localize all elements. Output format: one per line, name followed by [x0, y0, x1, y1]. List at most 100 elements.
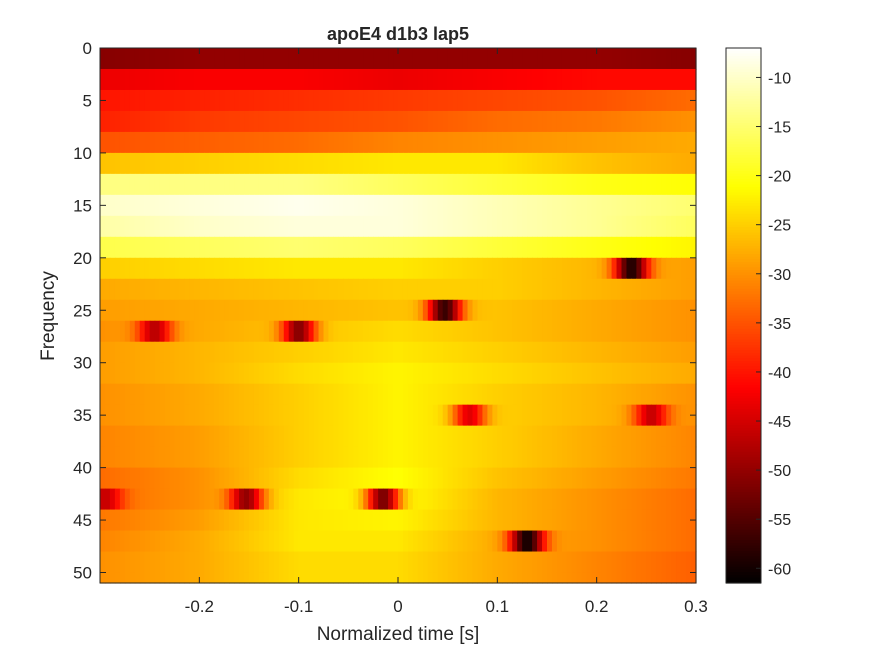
heatmap-cell	[412, 194, 419, 217]
heatmap-cell	[492, 299, 498, 322]
heatmap-cell	[204, 488, 210, 511]
heatmap-cell	[601, 404, 608, 427]
heatmap-cell	[571, 320, 578, 343]
colorbar-segment	[726, 291, 761, 295]
heatmap-cell	[676, 215, 682, 238]
heatmap-cell	[686, 215, 692, 238]
heatmap-cell	[646, 425, 652, 448]
heatmap-cell	[164, 425, 171, 448]
heatmap-cell	[551, 173, 558, 196]
heatmap-cell	[298, 257, 305, 280]
heatmap-cell	[234, 131, 240, 154]
heatmap-cell	[492, 383, 498, 406]
heatmap-cell	[631, 362, 637, 385]
heatmap-cell	[333, 530, 339, 553]
heatmap-cell	[676, 152, 682, 175]
heatmap-cell	[129, 152, 136, 175]
heatmap-cell	[154, 362, 161, 385]
heatmap-cell	[328, 509, 335, 532]
heatmap-cell	[551, 509, 558, 532]
heatmap-cell	[616, 530, 623, 553]
heatmap-cell	[184, 530, 190, 553]
heatmap-cell	[487, 236, 493, 259]
heatmap-cell	[601, 509, 608, 532]
heatmap-cell	[641, 68, 647, 91]
heatmap-cell	[313, 215, 320, 238]
heatmap-cell	[626, 257, 633, 280]
heatmap-cell	[129, 194, 136, 217]
heatmap-cell	[477, 152, 484, 175]
heatmap-cell	[691, 48, 697, 70]
heatmap-cell	[368, 215, 374, 238]
heatmap-cell	[333, 215, 339, 238]
heatmap-cell	[258, 551, 265, 574]
heatmap-cell	[467, 173, 474, 196]
heatmap-cell	[363, 215, 369, 238]
heatmap-cell	[472, 215, 479, 238]
heatmap-cell	[288, 383, 295, 406]
heatmap-cell	[561, 425, 568, 448]
heatmap-cell	[651, 530, 657, 553]
heatmap-cell	[129, 488, 136, 511]
heatmap-cell	[442, 509, 449, 532]
heatmap-cell	[293, 446, 300, 469]
heatmap-cell	[214, 446, 220, 469]
heatmap-cell	[333, 152, 339, 175]
heatmap-cell	[507, 48, 513, 70]
heatmap-cell	[189, 110, 195, 133]
heatmap-cell	[427, 383, 434, 406]
heatmap-cell	[457, 89, 464, 112]
heatmap-cell	[288, 257, 295, 280]
heatmap-cell	[348, 89, 354, 112]
colorbar-segment	[726, 88, 761, 92]
heatmap-cell	[268, 362, 275, 385]
heatmap-cell	[348, 425, 354, 448]
heatmap-cell	[576, 194, 583, 217]
heatmap-cell	[427, 425, 434, 448]
heatmap-cell	[532, 488, 538, 511]
heatmap-cell	[601, 320, 608, 343]
heatmap-cell	[586, 194, 593, 217]
heatmap-cell	[258, 488, 265, 511]
heatmap-cell	[288, 278, 295, 301]
heatmap-cell	[368, 362, 374, 385]
heatmap-cell	[591, 257, 598, 280]
heatmap-cell	[149, 215, 156, 238]
heatmap-cell	[547, 152, 553, 175]
colorbar-segment	[726, 144, 761, 148]
heatmap-cell	[219, 341, 225, 364]
heatmap-cell	[159, 152, 166, 175]
heatmap-cell	[407, 299, 414, 322]
heatmap-cell	[497, 236, 503, 259]
heatmap-cell	[323, 404, 330, 427]
heatmap-cell	[547, 320, 553, 343]
heatmap-cell	[139, 68, 146, 91]
colorbar-segment	[726, 189, 761, 194]
heatmap-cell	[432, 110, 439, 133]
heatmap-cell	[576, 48, 583, 70]
heatmap-cell	[556, 488, 563, 511]
heatmap-cell	[462, 110, 469, 133]
heatmap-cell	[303, 362, 310, 385]
heatmap-cell	[651, 551, 657, 574]
heatmap-cell	[437, 572, 444, 584]
heatmap-cell	[427, 257, 434, 280]
colorbar-segment	[726, 403, 761, 408]
heatmap-cell	[551, 89, 558, 112]
heatmap-cell	[651, 425, 657, 448]
heatmap-cell	[442, 467, 449, 490]
heatmap-cell	[383, 320, 389, 343]
colorbar-segment	[726, 411, 761, 416]
heatmap-cell	[144, 48, 151, 70]
heatmap-cell	[219, 362, 225, 385]
heatmap-cell	[576, 257, 583, 280]
colorbar-segment	[726, 61, 761, 65]
heatmap-cell	[124, 509, 131, 532]
heatmap-cell	[437, 89, 444, 112]
heatmap-cell	[611, 257, 618, 280]
heatmap-cell	[348, 488, 354, 511]
heatmap-cell	[532, 551, 538, 574]
heatmap-cell	[263, 173, 270, 196]
heatmap-cell	[298, 320, 305, 343]
heatmap-cell	[467, 48, 474, 70]
